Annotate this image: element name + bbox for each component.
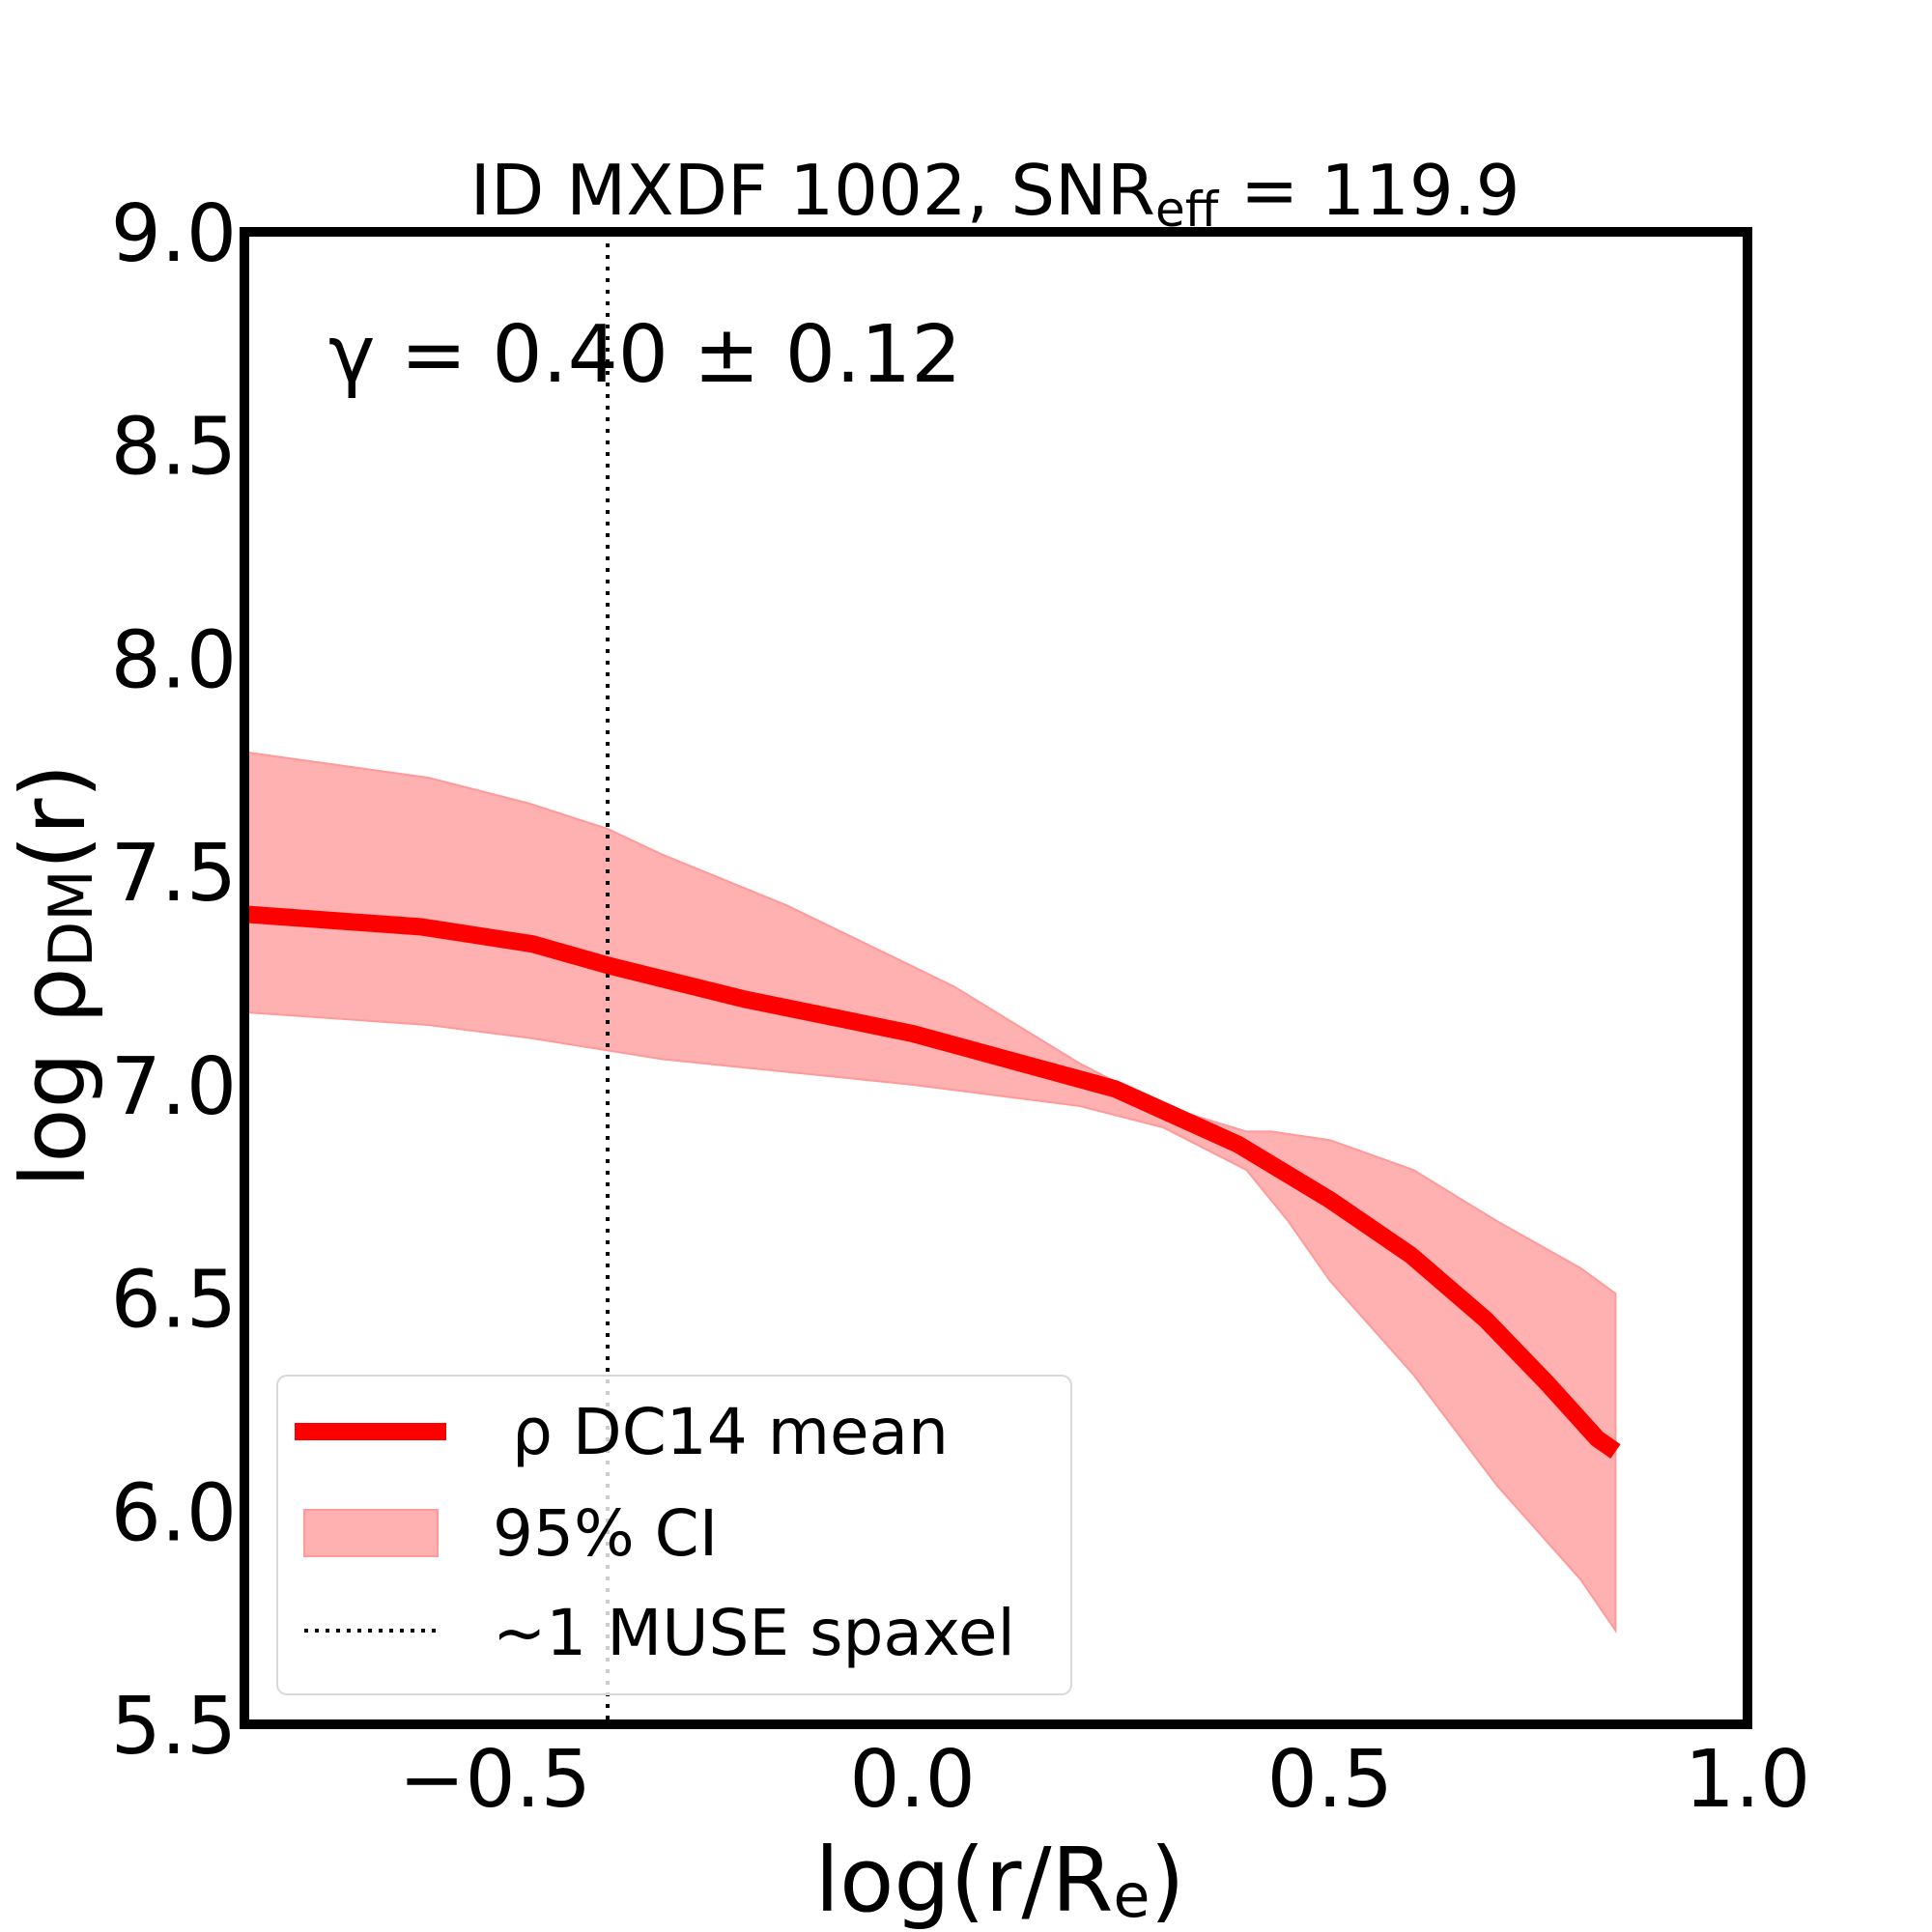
x-axis-label: log(r/Re) [815,1829,1185,1932]
y-tick-label: 6.5 [111,1255,237,1347]
axes-frame [240,227,1752,1729]
legend-band-swatch [303,1509,439,1557]
legend-mean-label: ρ DC14 mean [512,1395,949,1469]
legend-spaxel-label: ~1 MUSE spaxel [493,1596,1015,1670]
legend-frame [276,1375,1072,1695]
x-tick-label: 0.0 [849,1734,975,1826]
x-tick-label: −0.5 [399,1734,591,1826]
mean-line [243,905,1621,1459]
plot-area: −0.5 0.0 0.5 1.0 5.5 6.0 6.5 7.0 7.5 8.0 8.5 9.0 [111,188,1811,1826]
legend-band-label: 95% CI [493,1496,718,1571]
y-tick-label: 8.0 [111,614,237,706]
chart-title: ID MXDF 1002, SNReff = 119.9 [470,150,1520,238]
x-tick-label: 0.5 [1267,1734,1393,1826]
ci-band [243,751,1617,1634]
y-axis-label: log ρDM(r) [2,764,106,1188]
y-tick-label: 9.0 [111,188,237,280]
y-tick-label: 8.5 [111,402,237,494]
y-tick-label: 7.5 [111,828,237,920]
legend: ρ DC14 mean 95% CI ~1 MUSE spaxel [276,1375,1072,1695]
y-tick-label: 5.5 [111,1681,237,1773]
y-tick-label: 7.0 [111,1041,237,1133]
x-tick-label: 1.0 [1685,1734,1810,1826]
gamma-annotation: γ = 0.40 ± 0.12 [328,309,961,401]
y-tick-label: 6.0 [111,1467,237,1559]
